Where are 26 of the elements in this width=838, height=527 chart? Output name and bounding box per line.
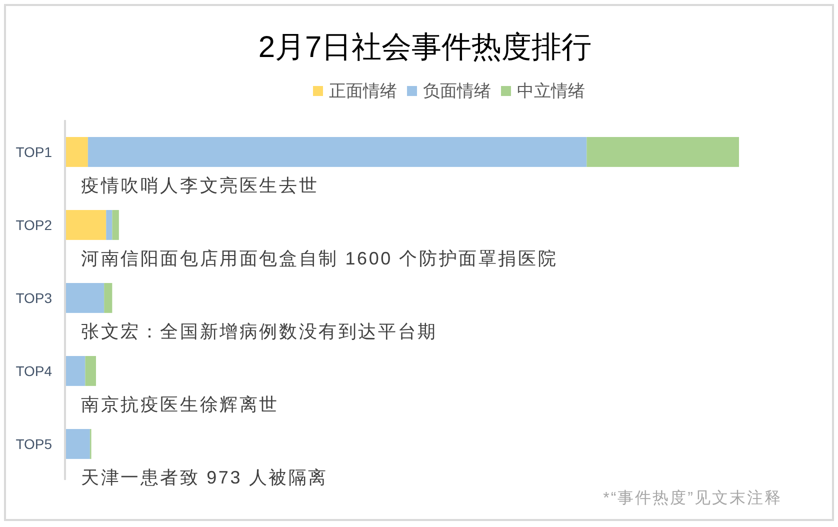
y-tick-label: TOP2 <box>16 216 52 233</box>
bar <box>88 137 587 167</box>
annotation: 南京抗疫医生徐辉离世 <box>81 394 279 415</box>
annotation: 疫情吹哨人李文亮医生去世 <box>81 176 319 196</box>
y-tick-label: TOP1 <box>16 144 52 160</box>
legend-label: 正面情绪 <box>329 82 397 100</box>
text: *“事件热度”见文末注释 <box>603 489 782 507</box>
bar <box>65 210 106 240</box>
annotation: 天津一患者致 973 人被隔离 <box>81 468 328 488</box>
bar <box>106 210 112 240</box>
bar <box>586 137 739 167</box>
legend-label: 中立情绪 <box>517 82 585 100</box>
bar <box>112 210 119 240</box>
annotation: 张文宏：全国新增病例数没有到达平台期 <box>81 322 438 342</box>
bar <box>65 429 90 459</box>
y-tick-label: TOP3 <box>16 290 52 306</box>
legend-label: 负面情绪 <box>423 82 491 100</box>
y-tick-label: TOP5 <box>16 436 52 452</box>
bar <box>85 356 96 386</box>
bar <box>65 137 88 167</box>
chart-title: 2月7日社会事件热度排行 <box>258 31 592 64</box>
bar <box>65 283 104 313</box>
bar <box>104 283 112 313</box>
annotation: 河南信阳面包店用面包盒自制 1600 个防护面罩捐医院 <box>81 248 558 269</box>
bar <box>65 356 86 386</box>
y-tick-label: TOP4 <box>16 362 52 379</box>
